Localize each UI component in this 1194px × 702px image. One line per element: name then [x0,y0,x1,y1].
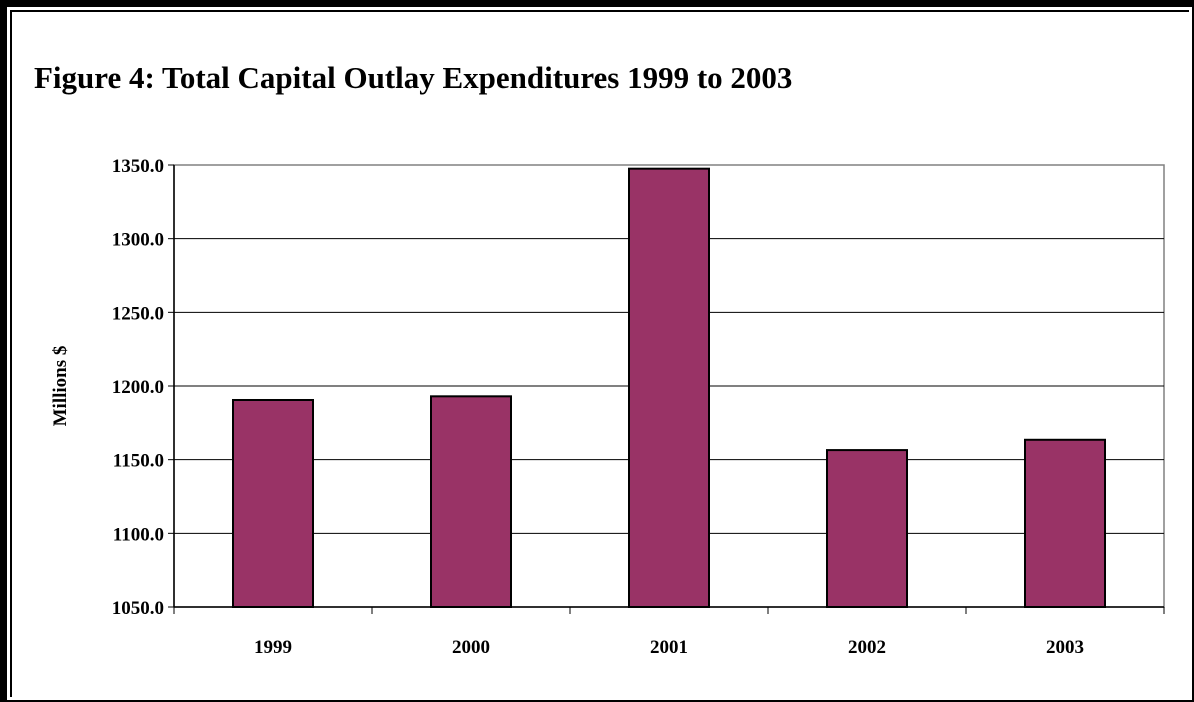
y-tick-label: 1300.0 [112,230,164,251]
y-tick-labels: 1050.0 1100.0 1150.0 1200.0 1250.0 1300.0 1350… [112,156,164,619]
x-tick-labels: 1999 2000 2001 2002 2003 [254,637,1084,658]
x-tick-label: 2002 [848,637,886,658]
x-tick-label: 1999 [254,637,292,658]
bar-2001 [628,167,710,609]
y-tick-label: 1050.0 [112,598,164,619]
chart-title: Figure 4: Total Capital Outlay Expenditu… [34,60,793,95]
y-tick-label: 1100.0 [113,524,164,545]
x-tick-label: 2003 [1046,637,1084,658]
y-tick-label: 1250.0 [112,303,164,324]
axes [168,164,1165,614]
bar-2000 [430,395,512,608]
bar-2002 [826,449,908,608]
x-tick-label: 2000 [452,637,490,658]
y-tick-label: 1200.0 [112,377,164,398]
y-tick-label: 1150.0 [113,451,164,472]
bars [232,167,1106,609]
bar-2003 [1024,438,1106,608]
x-tick-label: 2001 [650,637,688,658]
y-tick-label: 1350.0 [112,156,164,177]
y-axis-label: Millions $ [50,346,71,427]
bar-1999 [232,398,314,608]
